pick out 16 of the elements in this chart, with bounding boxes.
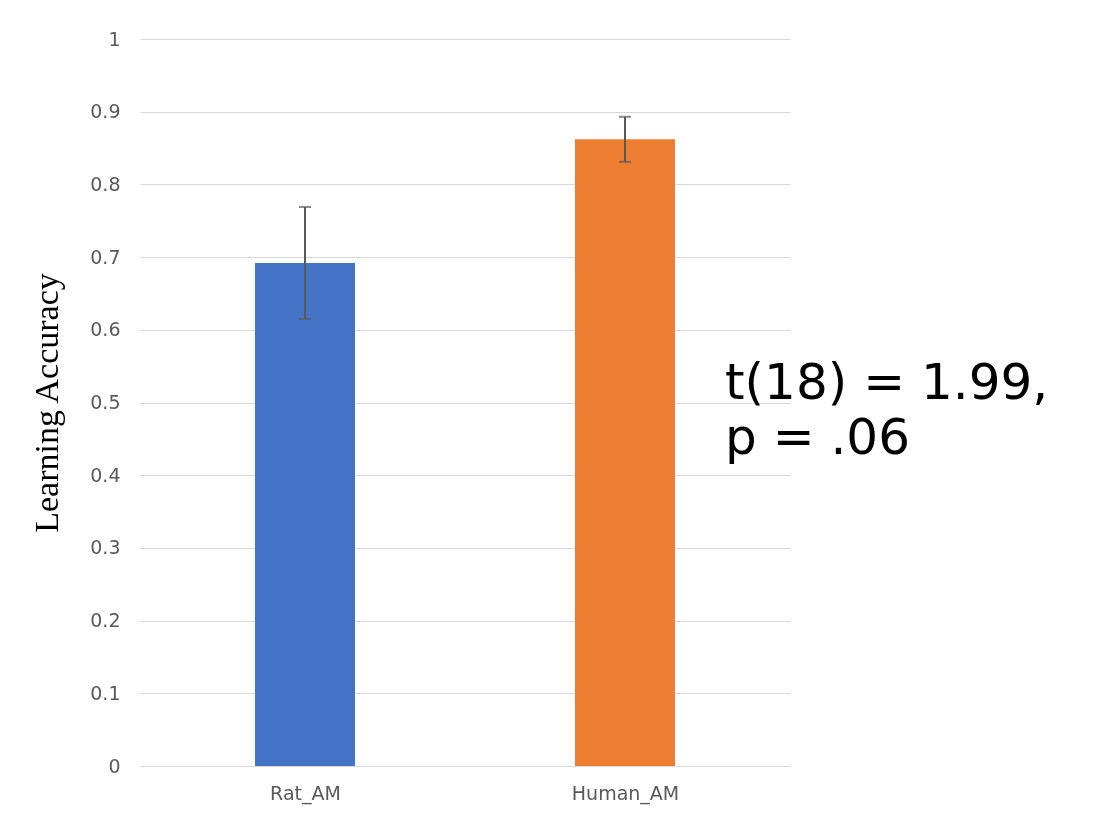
y-tick-label: 0.6	[90, 318, 121, 341]
y-tick-label: 0.1	[90, 681, 121, 704]
x-tick-label: Human_AM	[571, 781, 680, 805]
y-tick-label: 0.4	[90, 463, 121, 486]
y-tick-label: 0.8	[90, 172, 121, 195]
x-tick-label: Rat_AM	[270, 781, 341, 805]
annotation: t(18) = 1.99,	[725, 353, 1049, 411]
y-tick-label: 0.2	[90, 609, 121, 632]
y-tick-label: 0.9	[90, 100, 121, 123]
y-axis-title: Learning Accuracy	[28, 273, 66, 533]
annotation: p = .06	[725, 408, 910, 466]
y-tick-label: 0	[108, 754, 121, 777]
y-tick-label: 0.5	[90, 391, 121, 413]
y-tick-label: 1	[108, 27, 121, 50]
y-tick-label: 0.3	[90, 536, 121, 559]
y-tick-label: 0.7	[90, 245, 121, 268]
